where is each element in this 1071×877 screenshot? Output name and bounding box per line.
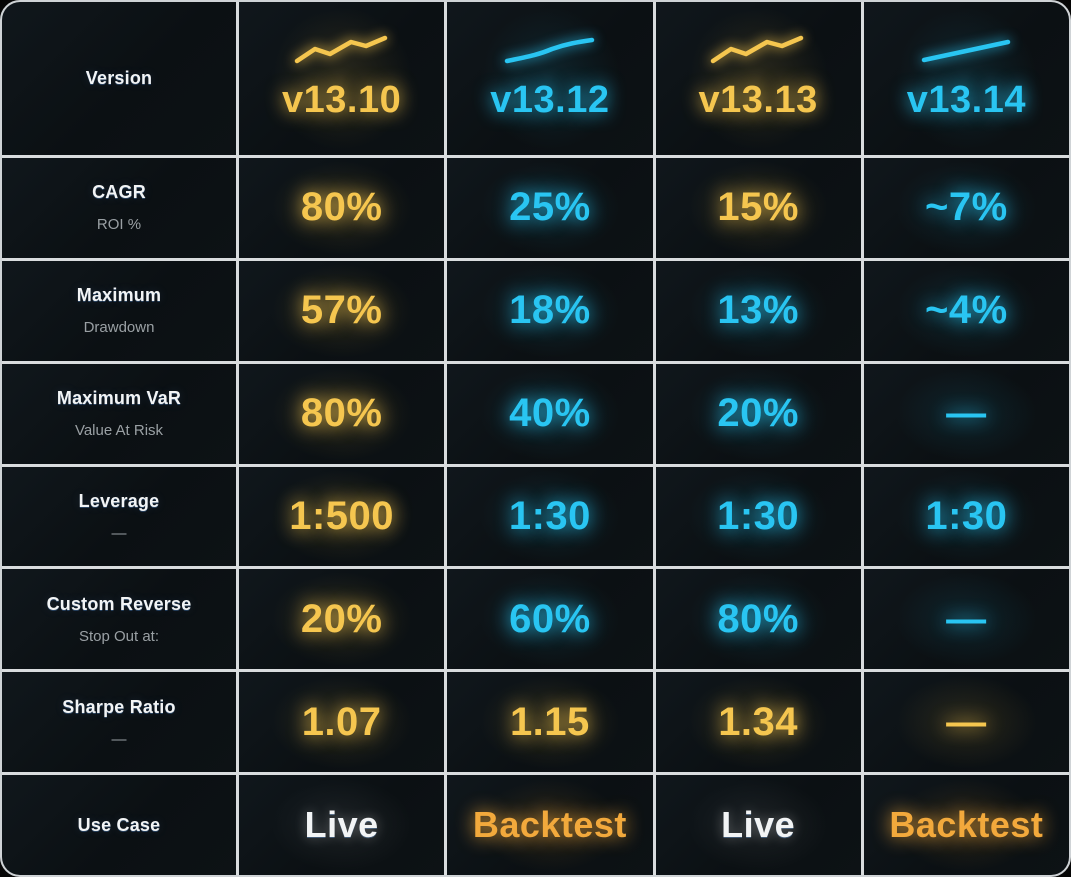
row-label: Leverage: [78, 490, 160, 511]
cell-drawdown-v13-14: ~4%: [863, 260, 1069, 361]
row-sublabel: —: [111, 524, 127, 542]
row-label-use-case: Use Case: [2, 775, 236, 875]
header-version-v13-13: v13.13: [655, 2, 861, 155]
cell-usecase-v13-14: Backtest: [863, 775, 1069, 875]
cell-value: Live: [304, 804, 379, 846]
row-sublabel: ROI %: [96, 216, 142, 234]
cell-value: 80%: [300, 185, 383, 230]
cell-sharpe-v13-10: 1.07: [239, 672, 445, 773]
sparkline-curve-icon: [504, 37, 595, 64]
cell-value: 80%: [717, 596, 799, 641]
cell-usecase-v13-13: Live: [655, 775, 861, 875]
row-label-sharpe-ratio: Sharpe Ratio —: [2, 672, 236, 773]
row-label: CAGR: [92, 182, 146, 203]
cell-value: 80%: [300, 391, 383, 436]
cell-value: 1:500: [289, 493, 395, 538]
row-label: Sharpe Ratio: [62, 696, 176, 717]
header-label-cell: Version: [2, 2, 236, 155]
cell-reverse-v13-13: 80%: [655, 569, 861, 670]
cell-value: 20%: [300, 596, 383, 641]
cell-value: —: [946, 596, 987, 641]
cell-var-v13-14: —: [863, 363, 1069, 464]
cell-drawdown-v13-10: 57%: [239, 260, 445, 361]
cell-value: —: [946, 699, 987, 744]
cell-value: 60%: [509, 596, 591, 641]
cell-value: 1:30: [508, 493, 591, 538]
cell-cagr-v13-10: 80%: [239, 158, 445, 258]
cell-value: Backtest: [472, 804, 627, 846]
header-version-v13-12: v13.12: [447, 2, 653, 155]
row-label-max-var: Maximum VaR Value At Risk: [2, 363, 236, 464]
cell-value: Backtest: [889, 804, 1044, 846]
version-name: v13.13: [698, 79, 818, 121]
cell-cagr-v13-12: 25%: [447, 158, 653, 258]
sparkline-zigzag-icon: [294, 35, 387, 64]
row-label: Maximum VaR: [56, 388, 182, 409]
cell-cagr-v13-14: ~7%: [863, 158, 1069, 258]
cell-var-v13-13: 20%: [655, 363, 861, 464]
row-label-leverage: Leverage —: [2, 466, 236, 567]
row-sublabel: Value At Risk: [74, 422, 164, 440]
cell-value: 40%: [509, 391, 591, 436]
version-name: v13.12: [490, 79, 610, 121]
cell-usecase-v13-10: Live: [239, 775, 445, 875]
cell-leverage-v13-12: 1:30: [447, 466, 653, 567]
cell-value: 15%: [717, 185, 799, 230]
row-label-cagr: CAGR ROI %: [2, 158, 236, 258]
cell-value: 20%: [717, 391, 799, 436]
row-label: Use Case: [77, 814, 161, 835]
row-label-custom-reverse: Custom Reverse Stop Out at:: [2, 569, 236, 670]
version-column-title: Version: [85, 68, 153, 88]
header-version-v13-14: v13.14: [863, 2, 1069, 155]
header-version-v13-10: v13.10: [239, 2, 445, 155]
cell-value: 1:30: [717, 493, 800, 538]
row-label: Custom Reverse: [46, 593, 192, 614]
cell-value: 57%: [300, 288, 383, 333]
cell-var-v13-12: 40%: [447, 363, 653, 464]
cell-value: 1.15: [509, 699, 590, 744]
cell-reverse-v13-14: —: [863, 569, 1069, 670]
row-label: Maximum: [76, 285, 162, 306]
cell-leverage-v13-14: 1:30: [863, 466, 1069, 567]
row-label-max-drawdown: Maximum Drawdown: [2, 260, 236, 361]
cell-value: ~7%: [925, 185, 1008, 230]
cell-sharpe-v13-14: —: [863, 672, 1069, 773]
sparkline-line-icon: [922, 39, 1011, 63]
sparkline-zigzag-icon: [710, 35, 804, 64]
cell-value: 1.34: [718, 699, 799, 744]
cell-leverage-v13-10: 1:500: [239, 466, 445, 567]
version-name: v13.10: [282, 79, 402, 121]
cell-value: 25%: [509, 185, 591, 230]
cell-value: 1.07: [301, 699, 382, 744]
cell-value: 13%: [717, 288, 799, 333]
cell-value: 18%: [509, 288, 591, 333]
cell-value: —: [946, 391, 987, 436]
cell-cagr-v13-13: 15%: [655, 158, 861, 258]
cell-value: ~4%: [925, 288, 1008, 333]
cell-reverse-v13-10: 20%: [239, 569, 445, 670]
cell-var-v13-10: 80%: [239, 363, 445, 464]
row-sublabel: Stop Out at:: [78, 627, 160, 645]
cell-value: 1:30: [925, 493, 1008, 538]
version-name: v13.14: [906, 79, 1026, 121]
cell-usecase-v13-12: Backtest: [447, 775, 653, 875]
cell-drawdown-v13-12: 18%: [447, 260, 653, 361]
cell-sharpe-v13-12: 1.15: [447, 672, 653, 773]
cell-value: Live: [721, 804, 796, 846]
cell-leverage-v13-13: 1:30: [655, 466, 861, 567]
cell-sharpe-v13-13: 1.34: [655, 672, 861, 773]
cell-reverse-v13-12: 60%: [447, 569, 653, 670]
cell-drawdown-v13-13: 13%: [655, 260, 861, 361]
row-sublabel: Drawdown: [83, 319, 155, 337]
row-sublabel: —: [111, 730, 127, 748]
